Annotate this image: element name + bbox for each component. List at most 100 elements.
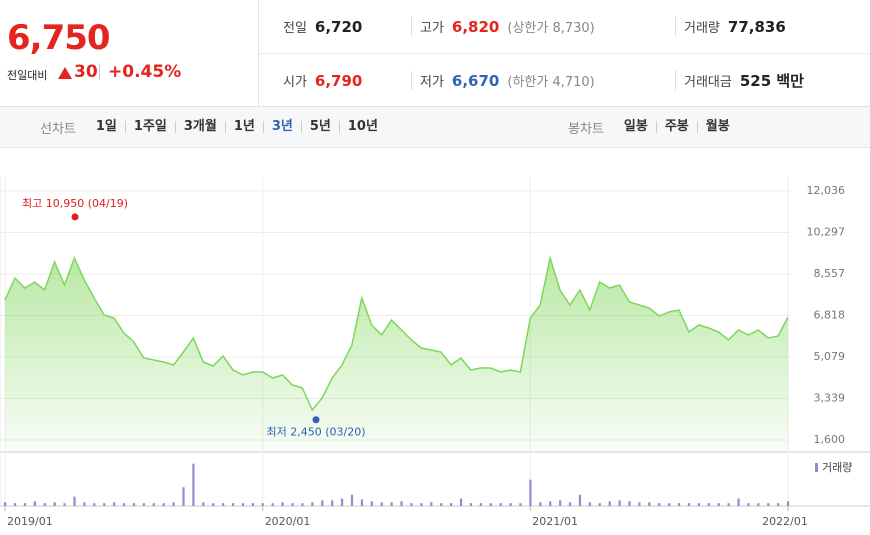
y-tick-label: 10,297 [807, 225, 846, 238]
stat-label: 전일 [283, 21, 307, 36]
volume-bar [261, 503, 264, 506]
volume-bar [628, 501, 631, 506]
period-tab[interactable]: 월봉 [696, 120, 738, 133]
volume-bar [202, 502, 205, 506]
volume-bar [132, 503, 136, 506]
volume-bar [311, 502, 314, 506]
stat-value: 6,790 [314, 72, 363, 90]
volume-bar [430, 502, 433, 506]
volume-bar [162, 503, 165, 506]
line-chart-tabs: 선차트 1일 1주일 3개월 1년 3년 5년 10년 [40, 107, 386, 147]
volume-bar [83, 502, 86, 506]
volume-bar [717, 503, 720, 506]
tab-group-label: 선차트 [40, 121, 76, 137]
period-tab[interactable]: 일봉 [623, 119, 648, 134]
volume-bar [618, 500, 621, 506]
volume-bar [668, 503, 671, 506]
volume-bar [787, 501, 790, 506]
volume-bar [192, 463, 195, 506]
volume-bar [459, 498, 463, 506]
stat: 거래대금 525 백만 [675, 70, 804, 91]
chart: 1,600 3,339 5,079 6,818 8,557 10,297 12,036 201… [0, 177, 870, 528]
volume-bar [43, 503, 46, 506]
change-rate: +0.45% [108, 62, 182, 82]
divider [99, 64, 100, 80]
stat-value: 525 백만 [739, 72, 804, 90]
stat-note: (하한가 4,710) [507, 75, 595, 90]
volume-bar [63, 503, 66, 506]
period-tab[interactable]: 1년 [224, 120, 263, 133]
volume-bar [559, 500, 562, 506]
volume-bar [93, 503, 96, 506]
stat-label: 저가 [420, 75, 444, 90]
annotation-dot [71, 213, 79, 221]
annotation-label: 최고 10,950 (04/19) [22, 197, 128, 210]
x-tick-label: 2021/01 [532, 515, 578, 528]
stat-label: 거래량 [684, 21, 720, 36]
stats-row: 시가 6,790 저가 6,670 (하한가 4,710) 거래대금 525 백만 [259, 53, 870, 107]
volume-bar [271, 503, 274, 506]
annotation-label: 최저 2,450 (03/20) [266, 426, 365, 439]
stat-value: 6,820 [451, 18, 500, 36]
volume-bar [331, 500, 334, 506]
volume-bar [608, 501, 611, 506]
volume-bar [529, 479, 532, 506]
stat-label: 고가 [420, 21, 444, 36]
period-tab[interactable]: 1일 [95, 119, 117, 134]
volume-bar [489, 503, 492, 506]
stat-note: (상한가 8,730) [507, 21, 595, 36]
volume-bar [281, 502, 284, 506]
stat: 전일 6,720 [283, 17, 362, 36]
volume-bar [757, 503, 760, 506]
volume-bar [291, 503, 294, 506]
annotation-dot [312, 416, 320, 424]
volume-bar [410, 503, 413, 506]
stat: 시가 6,790 [283, 71, 362, 90]
stat-label: 시가 [283, 75, 307, 90]
volume-bar [241, 503, 245, 506]
period-tab[interactable]: 5년 [300, 120, 339, 133]
volume-bar [777, 503, 780, 506]
period-tab[interactable]: 10년 [338, 120, 386, 133]
stat: 거래량 77,836 [675, 17, 786, 36]
tab-group-label: 봉차트 [568, 121, 604, 137]
volume-bar [172, 502, 175, 506]
volume-bar [479, 503, 482, 506]
volume-bar [350, 494, 354, 506]
chart-tabs: 선차트 1일 1주일 3개월 1년 3년 5년 10년 봉차트 일봉 주봉 월봉 [0, 107, 870, 148]
volume-bar [103, 503, 106, 506]
volume-bar [568, 502, 572, 506]
volume-bar [400, 501, 403, 506]
volume-bar [212, 503, 215, 506]
volume-bar [499, 503, 502, 506]
volume-bar [73, 496, 76, 506]
volume-bar [420, 503, 423, 506]
volume-bar [687, 503, 691, 506]
price-box: 6,750 전일대비 30 +0.45% [0, 0, 259, 107]
stat-label: 거래대금 [684, 75, 732, 90]
volume-bar [588, 502, 591, 506]
legend-swatch [815, 463, 818, 472]
volume-bar [13, 503, 17, 506]
period-tab[interactable]: 주봉 [655, 120, 697, 133]
volume-bar [539, 502, 542, 506]
volume-bar [182, 487, 185, 506]
current-price: 6,750 [7, 18, 111, 58]
period-tab[interactable]: 3개월 [174, 120, 225, 133]
period-tab[interactable]: 3년 [262, 120, 301, 133]
y-tick-label: 6,818 [814, 309, 846, 322]
volume-bar [737, 498, 740, 506]
x-tick-label: 2020/01 [265, 515, 311, 528]
volume-bar [152, 503, 155, 506]
x-tick-label: 2022/01 [762, 515, 808, 528]
volume-bar [370, 501, 373, 506]
period-tab[interactable]: 1주일 [124, 120, 175, 133]
y-tick-label: 12,036 [807, 184, 846, 197]
change-amount: 30 [74, 62, 98, 82]
volume-bar [648, 502, 651, 506]
volume-bar [767, 503, 770, 506]
x-tick-label: 2019/01 [7, 515, 53, 528]
volume-bar [440, 503, 443, 506]
volume-bar [390, 502, 393, 506]
